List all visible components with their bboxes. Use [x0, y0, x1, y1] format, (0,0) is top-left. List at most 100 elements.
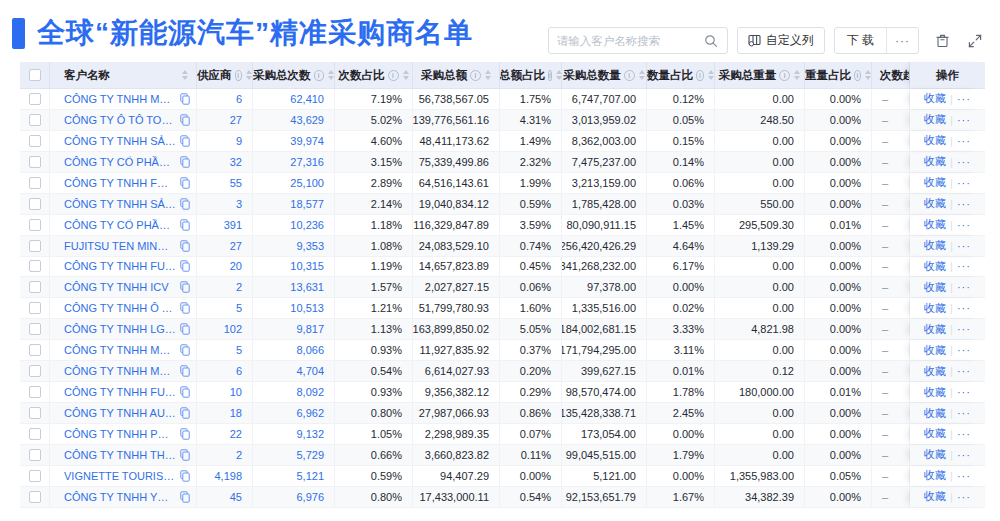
row-checkbox[interactable]: [29, 323, 41, 335]
copy-icon[interactable]: [180, 114, 190, 126]
search-box[interactable]: [548, 27, 728, 54]
customer-name-link[interactable]: CÔNG TY CỔ PHẦN SẢN XUẤT...: [64, 156, 176, 168]
count-value[interactable]: 6,976: [296, 491, 324, 503]
row-more-button[interactable]: ···: [957, 240, 971, 252]
row-more-button[interactable]: ···: [957, 281, 971, 293]
copy-icon[interactable]: [180, 407, 190, 419]
row-more-button[interactable]: ···: [957, 219, 971, 231]
customer-name-link[interactable]: FUJITSU TEN MINDA INDIA PVT...: [64, 240, 176, 252]
suppliers-value[interactable]: 18: [230, 407, 242, 419]
row-more-button[interactable]: ···: [957, 177, 971, 189]
favorite-link[interactable]: 收藏: [924, 133, 946, 148]
column-header-suppliers[interactable]: 供应商i: [197, 62, 253, 88]
favorite-link[interactable]: 收藏: [924, 154, 946, 169]
sort-icon[interactable]: [639, 70, 645, 80]
favorite-link[interactable]: 收藏: [924, 343, 946, 358]
info-icon[interactable]: i: [470, 70, 481, 81]
row-checkbox[interactable]: [29, 470, 41, 482]
favorite-link[interactable]: 收藏: [924, 468, 946, 483]
favorite-link[interactable]: 收藏: [924, 364, 946, 379]
info-icon[interactable]: i: [388, 70, 399, 81]
row-checkbox[interactable]: [29, 114, 41, 126]
download-button[interactable]: 下 载: [835, 28, 886, 53]
column-header-amount_pct[interactable]: 总额占比i: [500, 62, 562, 88]
customer-name-link[interactable]: CÔNG TY CỔ PHẦN SẢN XUẤT...: [64, 219, 176, 231]
info-icon[interactable]: i: [779, 70, 790, 81]
row-checkbox[interactable]: [29, 240, 41, 252]
row-more-button[interactable]: ···: [957, 93, 971, 105]
count-value[interactable]: 5,729: [296, 449, 324, 461]
suppliers-value[interactable]: 5: [236, 302, 242, 314]
count-value[interactable]: 5,121: [296, 470, 324, 482]
row-more-button[interactable]: ···: [957, 323, 971, 335]
copy-icon[interactable]: [180, 219, 190, 231]
sort-icon[interactable]: [246, 70, 252, 80]
copy-icon[interactable]: [180, 198, 190, 210]
row-checkbox[interactable]: [29, 491, 41, 503]
copy-icon[interactable]: [180, 177, 190, 189]
copy-icon[interactable]: [180, 240, 190, 252]
column-header-count_pct[interactable]: 次数占比i: [335, 62, 413, 88]
count-value[interactable]: 43,629: [290, 114, 324, 126]
favorite-link[interactable]: 收藏: [924, 301, 946, 316]
row-more-button[interactable]: ···: [957, 470, 971, 482]
customer-name-link[interactable]: VIGNETTE TOURISTIQUE G UNI...: [64, 470, 176, 482]
favorite-link[interactable]: 收藏: [924, 426, 946, 441]
copy-icon[interactable]: [180, 491, 190, 503]
favorite-link[interactable]: 收藏: [924, 489, 946, 504]
row-checkbox[interactable]: [29, 407, 41, 419]
row-more-button[interactable]: ···: [957, 302, 971, 314]
row-more-button[interactable]: ···: [957, 135, 971, 147]
customer-name-link[interactable]: CÔNG TY TNHH ICV: [64, 281, 176, 293]
row-checkbox[interactable]: [29, 386, 41, 398]
copy-icon[interactable]: [180, 344, 190, 356]
search-input[interactable]: [557, 35, 703, 47]
suppliers-value[interactable]: 3: [236, 198, 242, 210]
customer-name-link[interactable]: CÔNG TY TNHH THN AUTOPAR...: [64, 449, 176, 461]
customer-name-link[interactable]: CÔNG TY TNHH FORD VIỆT NAM: [64, 177, 176, 189]
copy-icon[interactable]: [180, 323, 190, 335]
suppliers-value[interactable]: 45: [230, 491, 242, 503]
search-icon[interactable]: [703, 31, 719, 51]
customer-name-link[interactable]: CÔNG TY TNHH Ô TÔ MITSUBI...: [64, 302, 176, 314]
suppliers-value[interactable]: 32: [230, 156, 242, 168]
row-more-button[interactable]: ···: [957, 386, 971, 398]
suppliers-value[interactable]: 10: [230, 386, 242, 398]
sort-icon[interactable]: [485, 70, 491, 80]
suppliers-value[interactable]: 102: [224, 323, 242, 335]
row-more-button[interactable]: ···: [957, 407, 971, 419]
copy-icon[interactable]: [180, 470, 190, 482]
suppliers-value[interactable]: 2: [236, 449, 242, 461]
column-header-count[interactable]: 采购总次数i: [253, 62, 335, 88]
column-header-qty_pct[interactable]: 数量占比i: [647, 62, 715, 88]
count-value[interactable]: 9,817: [296, 323, 324, 335]
count-value[interactable]: 9,132: [296, 428, 324, 440]
row-more-button[interactable]: ···: [957, 428, 971, 440]
copy-icon[interactable]: [180, 428, 190, 440]
count-value[interactable]: 18,577: [290, 198, 324, 210]
row-checkbox[interactable]: [29, 449, 41, 461]
favorite-link[interactable]: 收藏: [924, 238, 946, 253]
row-more-button[interactable]: ···: [957, 156, 971, 168]
copy-icon[interactable]: [180, 386, 190, 398]
count-value[interactable]: 39,974: [290, 135, 324, 147]
sort-icon[interactable]: [794, 70, 800, 80]
count-value[interactable]: 10,236: [290, 219, 324, 231]
suppliers-value[interactable]: 2: [236, 281, 242, 293]
row-checkbox[interactable]: [29, 177, 41, 189]
sort-icon[interactable]: [865, 70, 871, 80]
favorite-link[interactable]: 收藏: [924, 91, 946, 106]
copy-icon[interactable]: [180, 156, 190, 168]
customer-name-link[interactable]: CÔNG TY TNHH FURUKAWA A...: [64, 260, 176, 272]
column-header-weight_pct[interactable]: 重量占比i: [805, 62, 872, 88]
copy-icon[interactable]: [180, 302, 190, 314]
column-header-weight[interactable]: 采购总重量i: [715, 62, 805, 88]
favorite-link[interactable]: 收藏: [924, 259, 946, 274]
select-all-checkbox[interactable]: [29, 69, 41, 81]
row-checkbox[interactable]: [29, 302, 41, 314]
favorite-link[interactable]: 收藏: [924, 385, 946, 400]
row-more-button[interactable]: ···: [957, 491, 971, 503]
customize-columns-button[interactable]: 自定义列: [737, 27, 825, 54]
count-value[interactable]: 13,631: [290, 281, 324, 293]
copy-icon[interactable]: [180, 135, 190, 147]
